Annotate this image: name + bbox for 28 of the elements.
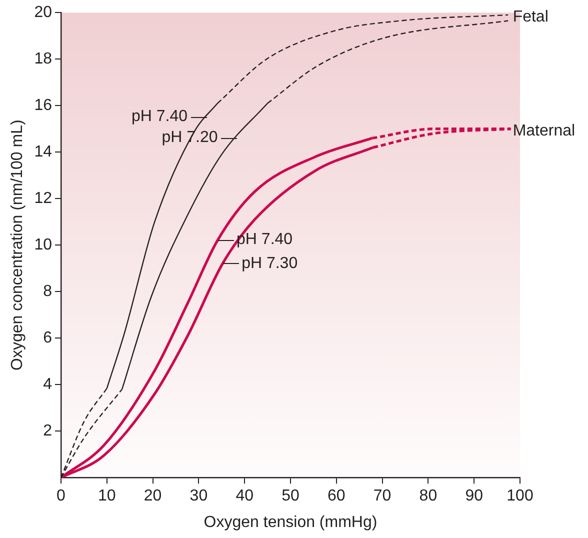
- y-tick-label: 4: [43, 376, 52, 394]
- x-tick-label: 0: [56, 488, 66, 505]
- y-tick-label: 20: [34, 4, 52, 22]
- y-tick-label: 6: [43, 330, 52, 347]
- annotation: Fetal: [512, 8, 548, 26]
- x-tick-label: 90: [465, 488, 484, 505]
- x-tick-label: 80: [419, 488, 438, 505]
- y-tick-label: 2: [43, 422, 52, 440]
- y-tick-label: 14: [34, 144, 52, 161]
- y-tick-label: 18: [34, 50, 52, 68]
- y-axis-title: Oxygen concentration (nm/100 mL): [9, 120, 26, 370]
- x-tick-label: 100: [506, 488, 534, 505]
- annotation: pH 7.30: [242, 254, 298, 273]
- y-tick-label: 12: [34, 190, 52, 208]
- annotation: pH 7.40: [236, 231, 293, 250]
- x-axis-title: Oxygen tension (mmHg): [204, 514, 378, 531]
- x-tick-label: 60: [328, 488, 346, 505]
- x-tick-label: 10: [98, 488, 116, 505]
- y-tick-label: 8: [43, 283, 52, 300]
- annotation: pH 7.40: [131, 108, 188, 126]
- x-tick-label: 40: [236, 488, 254, 505]
- x-tick-label: 20: [144, 488, 162, 505]
- x-tick-label: 70: [373, 488, 392, 505]
- x-tick-label: 30: [190, 488, 208, 505]
- annotation: Maternal: [512, 122, 576, 140]
- x-tick-label: 50: [282, 488, 300, 505]
- y-tick-label: 16: [34, 97, 52, 114]
- y-tick-label: 10: [34, 236, 52, 254]
